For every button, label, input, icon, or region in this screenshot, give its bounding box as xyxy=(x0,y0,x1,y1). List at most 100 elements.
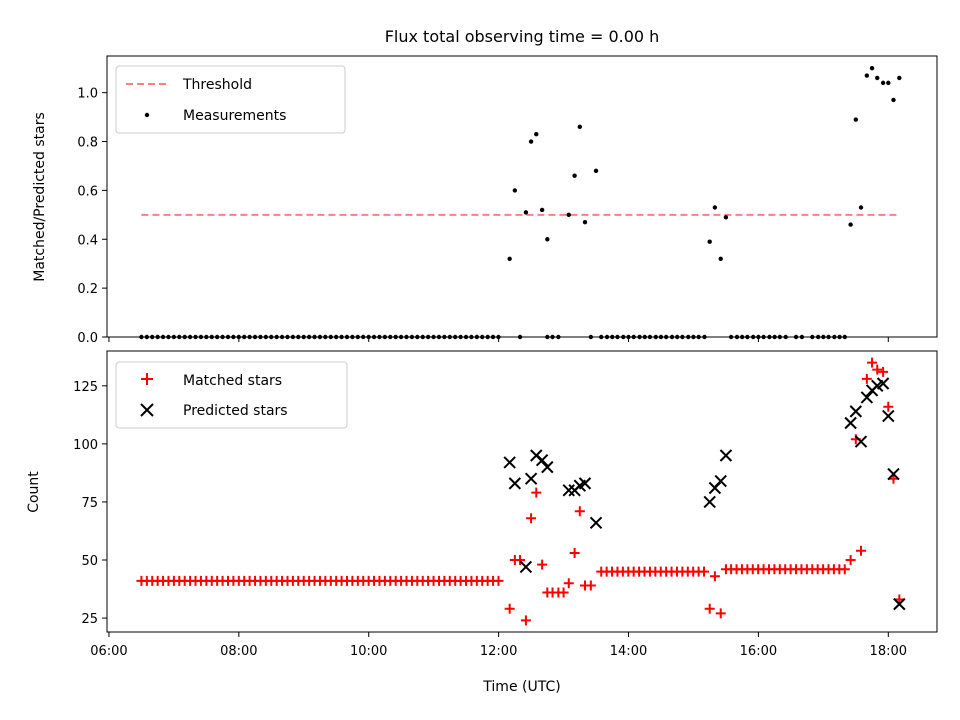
matched-star-marker xyxy=(867,357,878,368)
measurement-point xyxy=(680,334,685,340)
measurement-point xyxy=(647,334,653,340)
measurement-point xyxy=(604,334,610,340)
matched-star-marker xyxy=(883,401,894,412)
matched-star-marker xyxy=(704,603,715,614)
x-tick-label: 16:00 xyxy=(740,644,777,659)
measurement-point xyxy=(626,334,631,340)
matched-star-marker xyxy=(715,608,726,619)
measurement-point xyxy=(588,334,594,340)
predicted-star-marker xyxy=(508,477,522,490)
measurement-point xyxy=(512,188,518,193)
top-y-tick-label: 0.8 xyxy=(77,136,98,151)
measurement-point xyxy=(702,334,707,340)
bottom-plot-frame xyxy=(106,350,938,633)
x-tick-label: 18:00 xyxy=(870,644,907,659)
predicted-star-marker xyxy=(589,516,603,530)
measurement-point xyxy=(691,334,696,340)
measurement-point xyxy=(323,334,328,340)
measurement-point xyxy=(496,334,501,340)
bottom-panel: 06:00 08:00 10:00 12:00 14:00 16:00 18:00 25 50 7… xyxy=(26,350,938,695)
measurement-point xyxy=(377,334,382,340)
measurement-point xyxy=(388,334,393,340)
measurement-point xyxy=(290,334,296,340)
predicted-star-marker xyxy=(562,484,575,497)
matched-star-marker xyxy=(558,587,569,598)
matched-star-marker xyxy=(709,571,720,582)
measurement-point xyxy=(756,334,761,340)
bottom-y-tick-label: 75 xyxy=(81,496,98,511)
measurement-point xyxy=(431,334,436,340)
x-tick-label: 08:00 xyxy=(220,644,257,659)
measurement-point xyxy=(236,334,241,340)
measurement-point xyxy=(582,219,588,225)
measurement-point xyxy=(637,334,642,340)
measurement-point xyxy=(415,334,420,340)
measurement-point xyxy=(485,334,490,340)
predicted-star-marker xyxy=(503,456,516,469)
measurement-point xyxy=(366,334,371,340)
measurement-point xyxy=(545,334,550,340)
x-tick-label: 14:00 xyxy=(610,644,647,659)
measurement-point xyxy=(761,334,766,340)
top-legend-box xyxy=(115,65,346,134)
measurement-point xyxy=(177,334,182,340)
measurement-point xyxy=(452,334,458,340)
measurement-point xyxy=(425,334,431,340)
bottom-legend: Matched stars Predicted stars xyxy=(115,361,348,429)
measurement-point xyxy=(198,334,204,340)
measurement-point xyxy=(615,334,620,340)
matched-star-marker xyxy=(574,506,585,517)
measurement-point xyxy=(317,334,323,340)
measurement-point xyxy=(528,139,534,144)
top-panel: 0.0 0.2 0.4 0.6 0.8 1.0 Matched/Predicted sta… xyxy=(32,55,938,346)
measurement-point xyxy=(642,334,647,340)
measurement-point xyxy=(204,334,209,340)
measurement-point xyxy=(572,173,577,178)
legend-predicted-swatch xyxy=(140,403,154,417)
measurement-point xyxy=(182,334,187,340)
bottom-y-tick-label: 50 xyxy=(81,554,98,569)
matched-star-marker xyxy=(861,373,872,384)
measurement-point xyxy=(436,334,442,340)
matched-star-marker xyxy=(839,564,850,575)
measurement-point xyxy=(447,334,452,340)
measurement-point xyxy=(517,334,523,340)
measurement-point xyxy=(886,80,891,86)
measurement-point xyxy=(355,334,361,340)
matched-star-marker xyxy=(569,548,580,559)
measurement-point xyxy=(231,334,236,340)
chart-title: Flux total observing time = 0.00 h xyxy=(385,27,660,46)
measurement-point xyxy=(712,205,718,210)
measurement-point xyxy=(621,334,626,340)
measurement-point xyxy=(837,334,842,340)
measurement-point xyxy=(209,334,214,340)
measurement-point xyxy=(799,334,805,340)
measurement-point xyxy=(361,334,366,340)
matched-star-marker xyxy=(493,575,504,586)
measurement-point xyxy=(269,334,274,340)
legend-threshold-label: Threshold xyxy=(182,77,252,93)
measurement-point xyxy=(545,237,550,242)
top-y-tick-label: 0.6 xyxy=(77,184,98,199)
measurement-point xyxy=(458,334,463,340)
measurement-point xyxy=(339,334,344,340)
measurement-point xyxy=(858,205,864,210)
predicted-star-marker xyxy=(519,560,533,574)
top-y-tick-label: 0.2 xyxy=(77,282,98,297)
measurement-point xyxy=(675,334,680,340)
predicted-star-marker xyxy=(882,409,895,423)
measurement-point xyxy=(848,222,853,227)
measurement-point xyxy=(610,334,615,340)
predicted-star-marker xyxy=(541,460,554,474)
predicted-star-marker xyxy=(854,435,868,448)
bottom-legend-box xyxy=(115,361,348,429)
measurement-point xyxy=(739,334,745,340)
matched-star-marker xyxy=(856,545,867,556)
predicted-star-marker xyxy=(876,377,890,390)
measurement-point xyxy=(826,334,831,340)
measurement-point xyxy=(566,212,571,218)
measurement-point xyxy=(150,334,155,340)
matched-star-marker xyxy=(720,564,731,575)
measurement-point xyxy=(193,334,198,340)
